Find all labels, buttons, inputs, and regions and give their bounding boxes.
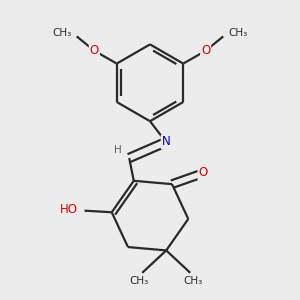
Text: CH₃: CH₃: [129, 276, 149, 286]
Text: O: O: [198, 167, 208, 179]
Text: H: H: [114, 145, 122, 155]
Text: CH₃: CH₃: [184, 276, 203, 286]
Text: CH₃: CH₃: [53, 28, 72, 38]
Text: N: N: [162, 136, 170, 148]
Text: O: O: [201, 44, 210, 57]
Text: HO: HO: [60, 202, 78, 216]
Text: CH₃: CH₃: [228, 28, 247, 38]
Text: O: O: [90, 44, 99, 57]
